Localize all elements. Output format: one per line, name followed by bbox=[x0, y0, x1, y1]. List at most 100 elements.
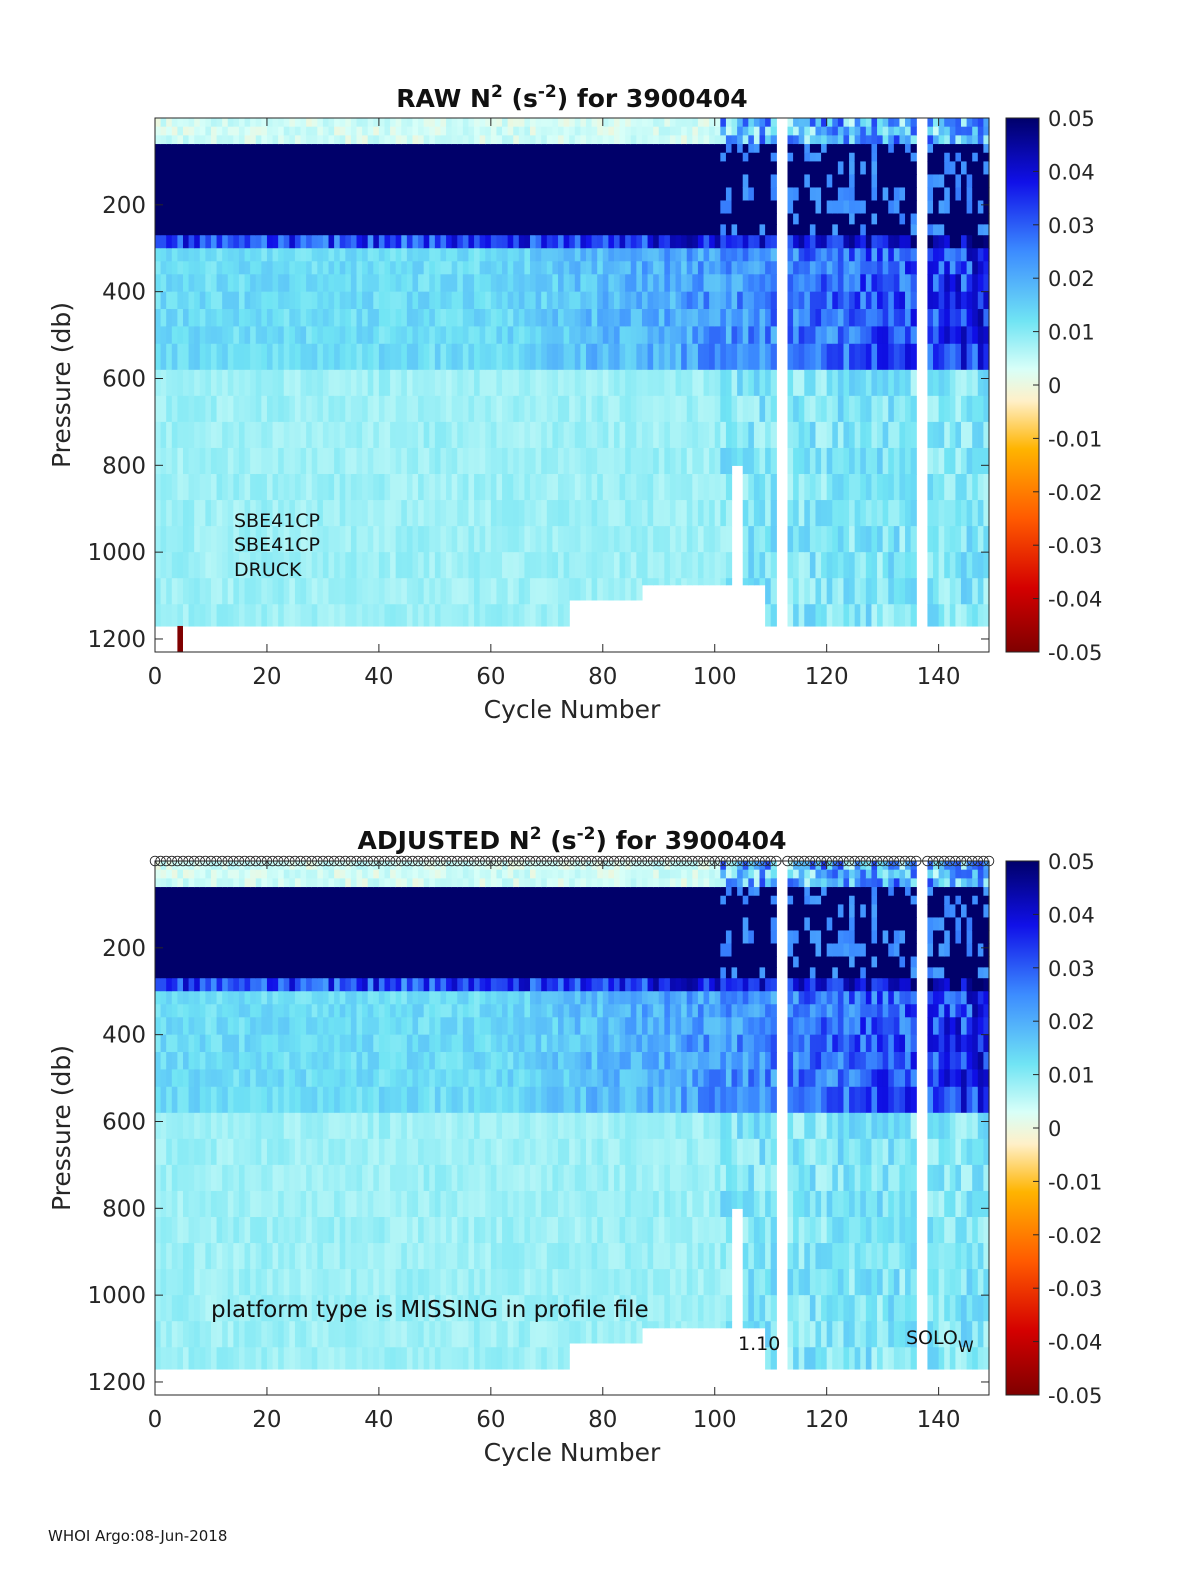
heatmap-cell bbox=[300, 224, 307, 236]
heatmap-cell bbox=[283, 1217, 290, 1244]
heatmap-cell bbox=[339, 343, 346, 371]
heatmap-cell bbox=[222, 978, 229, 992]
heatmap-cell bbox=[485, 474, 492, 501]
heatmap-cell bbox=[250, 500, 257, 527]
heatmap-cell bbox=[233, 326, 240, 345]
heatmap-cell bbox=[182, 1243, 190, 1270]
heatmap-cell bbox=[188, 135, 195, 145]
heatmap-cell bbox=[278, 187, 285, 202]
heatmap-cell bbox=[843, 326, 850, 345]
heatmap-cell bbox=[227, 1069, 234, 1088]
heatmap-cell bbox=[944, 274, 951, 293]
heatmap-cell bbox=[524, 152, 531, 163]
heatmap-cell bbox=[871, 261, 878, 275]
heatmap-cell bbox=[171, 604, 178, 627]
heatmap-cell bbox=[238, 904, 246, 919]
heatmap-cell bbox=[434, 213, 442, 225]
heatmap-cell bbox=[311, 187, 318, 202]
heatmap-cell bbox=[485, 395, 492, 423]
heatmap-cell bbox=[893, 309, 901, 327]
heatmap-cell bbox=[250, 1086, 257, 1114]
heatmap-cell bbox=[182, 1086, 190, 1114]
heatmap-cell bbox=[742, 174, 749, 189]
heatmap-cell bbox=[222, 869, 229, 879]
heatmap-cell bbox=[362, 291, 369, 310]
heatmap-cell bbox=[899, 161, 906, 176]
heatmap-cell bbox=[474, 200, 481, 215]
heatmap-cell bbox=[278, 869, 285, 879]
heatmap-cell bbox=[210, 144, 218, 154]
heatmap-cell bbox=[513, 291, 520, 310]
heatmap-cell bbox=[574, 326, 581, 345]
heatmap-cell bbox=[171, 135, 178, 145]
heatmap-cell bbox=[502, 126, 509, 136]
heatmap-cell bbox=[927, 152, 934, 163]
heatmap-cell bbox=[238, 943, 246, 958]
heatmap-cell bbox=[429, 213, 436, 225]
heatmap-cell bbox=[826, 200, 833, 215]
heatmap-cell bbox=[910, 261, 917, 275]
heatmap-cell bbox=[462, 213, 470, 225]
heatmap-cell bbox=[507, 135, 514, 145]
heatmap-cell bbox=[742, 526, 749, 553]
heatmap-cell bbox=[334, 248, 341, 262]
heatmap-cell bbox=[720, 421, 727, 449]
heatmap-cell bbox=[182, 144, 190, 154]
heatmap-cell bbox=[563, 152, 570, 163]
heatmap-cell bbox=[966, 126, 973, 136]
heatmap-cell bbox=[479, 213, 486, 225]
heatmap-cell bbox=[182, 578, 190, 605]
heatmap-cell bbox=[636, 248, 643, 262]
heatmap-cell bbox=[188, 235, 195, 249]
heatmap-cell bbox=[222, 526, 229, 553]
heatmap-cell bbox=[166, 1164, 173, 1192]
heatmap-cell bbox=[518, 343, 526, 371]
heatmap-cell bbox=[524, 500, 531, 527]
heatmap-cell bbox=[496, 274, 503, 293]
heatmap-cell bbox=[882, 224, 889, 236]
heatmap-cell bbox=[418, 309, 425, 327]
heatmap-cell bbox=[294, 552, 302, 579]
heatmap-cell bbox=[294, 887, 302, 897]
heatmap-cell bbox=[457, 326, 464, 345]
heatmap-cell bbox=[865, 213, 873, 225]
heatmap-cell bbox=[966, 343, 973, 371]
heatmap-cell bbox=[927, 135, 934, 145]
heatmap-cell bbox=[278, 369, 285, 397]
heatmap-cell bbox=[474, 343, 481, 371]
heatmap-cell bbox=[524, 126, 531, 136]
heatmap-cell bbox=[244, 343, 251, 371]
heatmap-cell bbox=[558, 395, 565, 423]
heatmap-cell bbox=[194, 200, 201, 215]
heatmap-cell bbox=[429, 369, 436, 397]
heatmap-cell bbox=[681, 152, 688, 163]
heatmap-cell bbox=[300, 421, 307, 449]
heatmap-cell bbox=[585, 174, 593, 189]
heatmap-cell bbox=[171, 861, 178, 871]
heatmap-cell bbox=[182, 274, 190, 293]
heatmap-cell bbox=[278, 904, 285, 919]
heatmap-cell bbox=[653, 526, 660, 553]
heatmap-cell bbox=[182, 1052, 190, 1070]
heatmap-cell bbox=[871, 224, 878, 236]
heatmap-cell bbox=[339, 326, 346, 345]
heatmap-cell bbox=[714, 274, 721, 293]
heatmap-cell bbox=[451, 343, 458, 371]
heatmap-cell bbox=[334, 369, 341, 397]
heatmap-cell bbox=[977, 200, 985, 215]
heatmap-cell bbox=[255, 500, 262, 527]
heatmap-cell bbox=[608, 135, 615, 145]
heatmap-cell bbox=[177, 1069, 184, 1088]
heatmap-cell bbox=[530, 187, 537, 202]
heatmap-cell bbox=[513, 447, 520, 475]
heatmap-cell bbox=[205, 930, 212, 945]
heatmap-cell bbox=[658, 126, 665, 136]
heatmap-cell bbox=[725, 447, 733, 475]
heatmap-cell bbox=[938, 291, 945, 310]
heatmap-cell bbox=[194, 1004, 201, 1018]
heatmap-cell bbox=[155, 1295, 162, 1322]
heatmap-cell bbox=[322, 604, 330, 627]
heatmap-cell bbox=[440, 274, 447, 293]
heatmap-cell bbox=[653, 343, 660, 371]
heatmap-cell bbox=[244, 248, 251, 262]
